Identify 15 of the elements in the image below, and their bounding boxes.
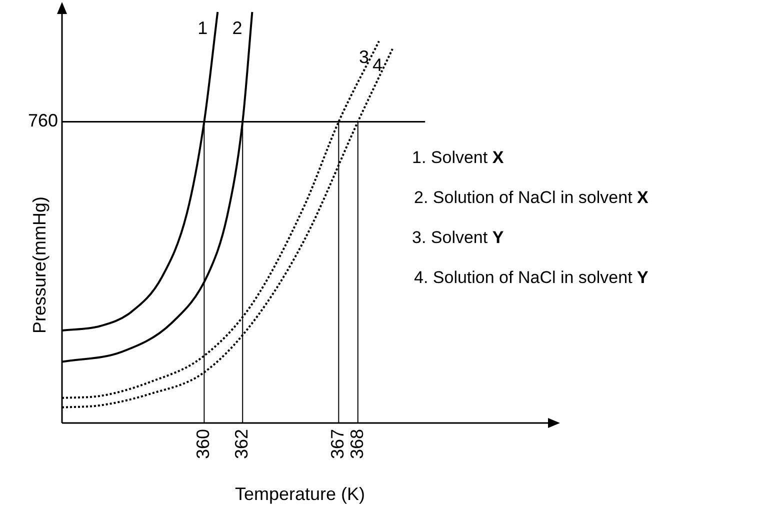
annotation: 2. Solution of NaCl in solvent X [414, 188, 648, 208]
series-label: 1 [198, 18, 208, 38]
annotation: 4. Solution of NaCl in solvent Y [414, 268, 648, 288]
annotation: 1. Solvent X [412, 148, 504, 168]
text: 760 [28, 110, 58, 131]
x-tick-label: 362 [232, 429, 252, 460]
x-tick-label: 368 [346, 429, 367, 460]
x-axis-title: Temperature (K) [234, 484, 366, 505]
series-label: 3 [358, 47, 370, 68]
y-axis-title: Pressure(mmHg) [30, 196, 50, 334]
series-label: 4 [372, 54, 382, 75]
series-label: 2 [232, 18, 242, 38]
x-tick-label: 367 [328, 429, 348, 460]
annotation: 3. Solvent Y [412, 228, 504, 248]
x-tick-label: 360 [193, 429, 214, 460]
